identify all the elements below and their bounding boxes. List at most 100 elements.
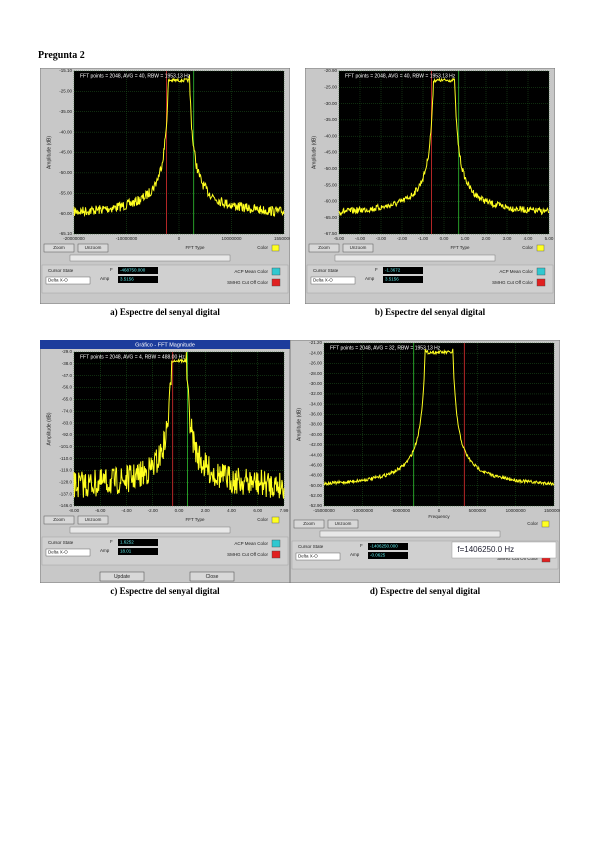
screenshot: -21.20 -24.00 -26.00 -28.00 -30.00 -32.00 -34.… bbox=[290, 340, 560, 583]
x-tick-label: 4.00 bbox=[524, 236, 533, 241]
plot-header: FFT points = 2048, AVG = 40, RBW = 1953.… bbox=[80, 73, 191, 79]
f-value: 1.6252 bbox=[120, 540, 134, 545]
x-tick-label: -3.00 bbox=[376, 236, 387, 241]
y-tick-label: -48.00 bbox=[309, 473, 322, 478]
button[interactable] bbox=[189, 571, 235, 582]
cursor-state-label: Cursor State bbox=[313, 268, 339, 273]
y-tick-label: -83.0 bbox=[62, 420, 73, 425]
y-tick-label: -56.0 bbox=[62, 385, 73, 390]
button[interactable] bbox=[43, 515, 75, 525]
button-label[interactable]: Unzoom bbox=[85, 245, 102, 250]
y-tick-label: -101.0 bbox=[59, 444, 72, 449]
acp-swatch[interactable] bbox=[271, 539, 281, 548]
y-tick-label: -32.00 bbox=[309, 391, 322, 396]
y-tick-label: -40.00 bbox=[309, 432, 322, 437]
cursor-mode: Delta X-O bbox=[298, 554, 318, 559]
y-tick-label: -128.0 bbox=[59, 479, 72, 484]
fft-type-label: FFT Type bbox=[185, 245, 205, 250]
title-bar bbox=[40, 340, 290, 349]
select-box[interactable] bbox=[45, 548, 91, 557]
button[interactable] bbox=[342, 243, 374, 253]
button-label[interactable]: Zoom bbox=[318, 245, 330, 250]
scrollbar[interactable] bbox=[334, 254, 496, 262]
color-swatch[interactable] bbox=[536, 244, 545, 252]
y-tick-label: -25.00 bbox=[59, 89, 72, 94]
button[interactable] bbox=[293, 519, 325, 529]
plot-header: FFT points = 2048, AVG = 32, RBW = 1953.… bbox=[330, 345, 441, 351]
smhg-swatch[interactable] bbox=[271, 278, 281, 287]
cursor-mode: Delta X-O bbox=[313, 278, 333, 283]
smhg-swatch[interactable] bbox=[536, 278, 546, 287]
color-swatch[interactable] bbox=[271, 516, 280, 524]
select-box[interactable] bbox=[310, 276, 356, 285]
button[interactable] bbox=[308, 243, 340, 253]
button-label[interactable]: Unzoom bbox=[350, 245, 367, 250]
button-label[interactable]: Unzoom bbox=[335, 521, 352, 526]
x-tick-label: 0.00 bbox=[440, 236, 449, 241]
amp-value: 3.5156 bbox=[120, 277, 134, 282]
fft-type-label: FFT Type bbox=[185, 517, 205, 522]
y-tick-label: -45.00 bbox=[59, 150, 72, 155]
smhg-label: SMHG Cut Off Color bbox=[492, 280, 533, 285]
smhg-swatch[interactable] bbox=[271, 550, 281, 559]
scrollbar[interactable] bbox=[319, 530, 501, 538]
button[interactable] bbox=[99, 571, 145, 582]
scrollbar[interactable] bbox=[69, 254, 231, 262]
x-axis-label: Frequency bbox=[428, 514, 450, 519]
spectrum-trace bbox=[338, 77, 550, 217]
select-box[interactable] bbox=[295, 552, 341, 561]
y-tick-label: -92.0 bbox=[62, 432, 73, 437]
y-tick-label: -65.0 bbox=[62, 397, 73, 402]
value-box bbox=[118, 548, 158, 555]
screenshot: Gráfico - FFT Magnitude -29.0 -38.0 -47.0 -5… bbox=[40, 340, 290, 583]
amp-label: Amp bbox=[350, 552, 360, 557]
button-label[interactable]: Zoom bbox=[53, 517, 65, 522]
f-label: F bbox=[360, 543, 363, 548]
heading: Pregunta 2 bbox=[38, 50, 85, 61]
y-axis-label: Amplitude (dB) bbox=[311, 136, 317, 169]
acp-label: ACP Mean Color bbox=[234, 269, 268, 274]
y-tick-label: -55.00 bbox=[324, 182, 337, 187]
acp-swatch[interactable] bbox=[271, 267, 281, 276]
select-box[interactable] bbox=[45, 276, 91, 285]
y-tick-label: -110.0 bbox=[60, 456, 73, 461]
y-tick-label: -35.00 bbox=[324, 117, 337, 122]
x-tick-label: -15000000 bbox=[313, 508, 335, 513]
scrollbar[interactable] bbox=[69, 526, 231, 534]
caption: b) Espectre del senyal digital bbox=[374, 307, 486, 317]
color-swatch[interactable] bbox=[271, 244, 280, 252]
y-tick-label: -60.00 bbox=[59, 211, 72, 216]
plot-header: FFT points = 2048, AVG = 40, RBW = 1953.… bbox=[345, 73, 456, 79]
spectrum-trace bbox=[73, 74, 285, 218]
y-tick-label: -30.00 bbox=[324, 101, 337, 106]
value-box bbox=[118, 539, 158, 546]
button[interactable] bbox=[77, 243, 109, 253]
y-tick-label: -137.0 bbox=[59, 491, 72, 496]
button[interactable] bbox=[77, 515, 109, 525]
color-label: Color bbox=[522, 245, 533, 250]
smhg-label: SMHG Cut Off Color bbox=[227, 280, 268, 285]
x-tick-label: -4.00 bbox=[355, 236, 366, 241]
x-tick-label: -8.00 bbox=[69, 508, 80, 513]
button[interactable] bbox=[43, 243, 75, 253]
color-swatch[interactable] bbox=[541, 520, 550, 528]
acp-swatch[interactable] bbox=[536, 267, 546, 276]
x-tick-label: 10000000 bbox=[221, 236, 242, 241]
button-label[interactable]: Zoom bbox=[303, 521, 315, 526]
button-label[interactable]: Update bbox=[114, 574, 130, 580]
button-label[interactable]: Unzoom bbox=[85, 517, 102, 522]
y-tick-label: -30.00 bbox=[309, 381, 322, 386]
button[interactable] bbox=[327, 519, 359, 529]
y-tick-label: -20.90 bbox=[324, 68, 337, 73]
button-label[interactable]: Close bbox=[206, 574, 219, 580]
value-box bbox=[383, 267, 423, 274]
amp-label: Amp bbox=[100, 276, 110, 281]
f-label: F bbox=[375, 267, 378, 272]
f-value: -468750.000 bbox=[120, 268, 146, 273]
screenshot: -15.10 -25.00 -35.00 -40.00 -45.00 -50.00 -55.… bbox=[40, 68, 290, 304]
y-tick-label: -50.00 bbox=[324, 166, 337, 171]
y-tick-label: -26.00 bbox=[309, 361, 322, 366]
button-label[interactable]: Zoom bbox=[53, 245, 65, 250]
x-tick-label: -6.00 bbox=[95, 508, 106, 513]
x-tick-label: 3.00 bbox=[503, 236, 512, 241]
